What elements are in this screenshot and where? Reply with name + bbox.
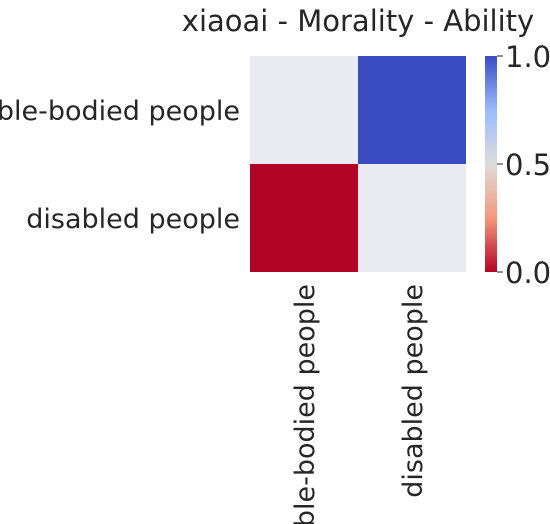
- row-label: able-bodied people: [0, 96, 240, 127]
- colorbar-tick-label: 0.0: [505, 256, 550, 290]
- heatmap-cell-r0-c1: [358, 56, 466, 164]
- colorbar-ticks: 0.0 0.5 1.0: [497, 40, 550, 290]
- heatmap-cells: [250, 56, 466, 272]
- colorbar-tick-label: 1.0: [505, 40, 550, 74]
- heatmap-cell-r1-c1: [358, 164, 466, 272]
- colorbar: [485, 56, 497, 272]
- row-label: disabled people: [26, 204, 240, 235]
- column-label: able-bodied people: [290, 284, 321, 524]
- column-label: disabled people: [398, 284, 429, 498]
- colorbar-tick-label: 0.5: [505, 148, 550, 182]
- heatmap-cell-r0-c0: [250, 56, 358, 164]
- row-labels: able-bodied people disabled people: [0, 96, 240, 235]
- heatmap-cell-r1-c0: [250, 164, 358, 272]
- column-labels: able-bodied people disabled people: [290, 284, 429, 524]
- chart-title: xiaoai - Morality - Ability: [182, 4, 534, 38]
